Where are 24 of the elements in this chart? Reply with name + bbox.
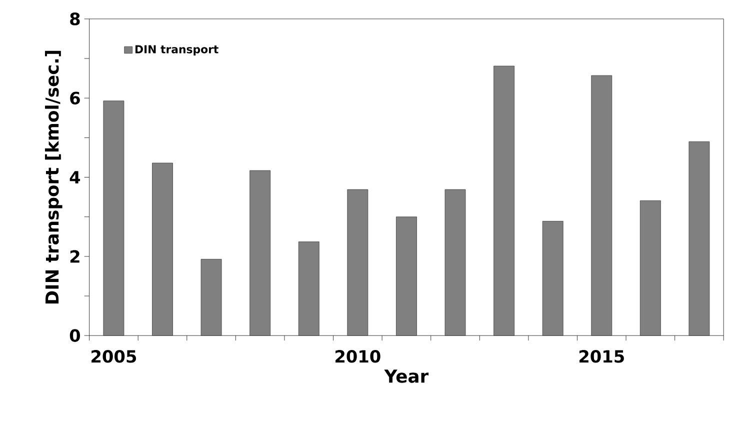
bar — [688, 141, 710, 336]
y-tick-label: 8 — [70, 12, 80, 26]
y-tick-label: 4 — [70, 171, 80, 184]
y-tick-label: 0 — [70, 329, 80, 342]
bar — [200, 258, 222, 336]
bar — [298, 241, 320, 336]
bar — [444, 189, 466, 336]
bar — [396, 216, 417, 336]
x-tick-label: 2015 — [579, 350, 624, 363]
y-tick-label: 6 — [70, 92, 80, 104]
bar — [494, 66, 514, 336]
y-tick-label: 2 — [70, 250, 80, 263]
bar — [542, 220, 564, 336]
x-tick-label: 2005 — [92, 350, 136, 363]
bar — [250, 170, 271, 336]
bar — [591, 75, 612, 336]
bar — [152, 162, 173, 336]
bar — [347, 189, 368, 336]
legend-label: DIN transport — [135, 45, 218, 56]
y-axis-title: DIN transport [kmol/sec.] — [44, 50, 62, 304]
x-axis-title: Year — [384, 369, 429, 383]
bar — [640, 200, 661, 336]
bar — [103, 100, 124, 336]
x-tick-label: 2010 — [336, 350, 380, 363]
